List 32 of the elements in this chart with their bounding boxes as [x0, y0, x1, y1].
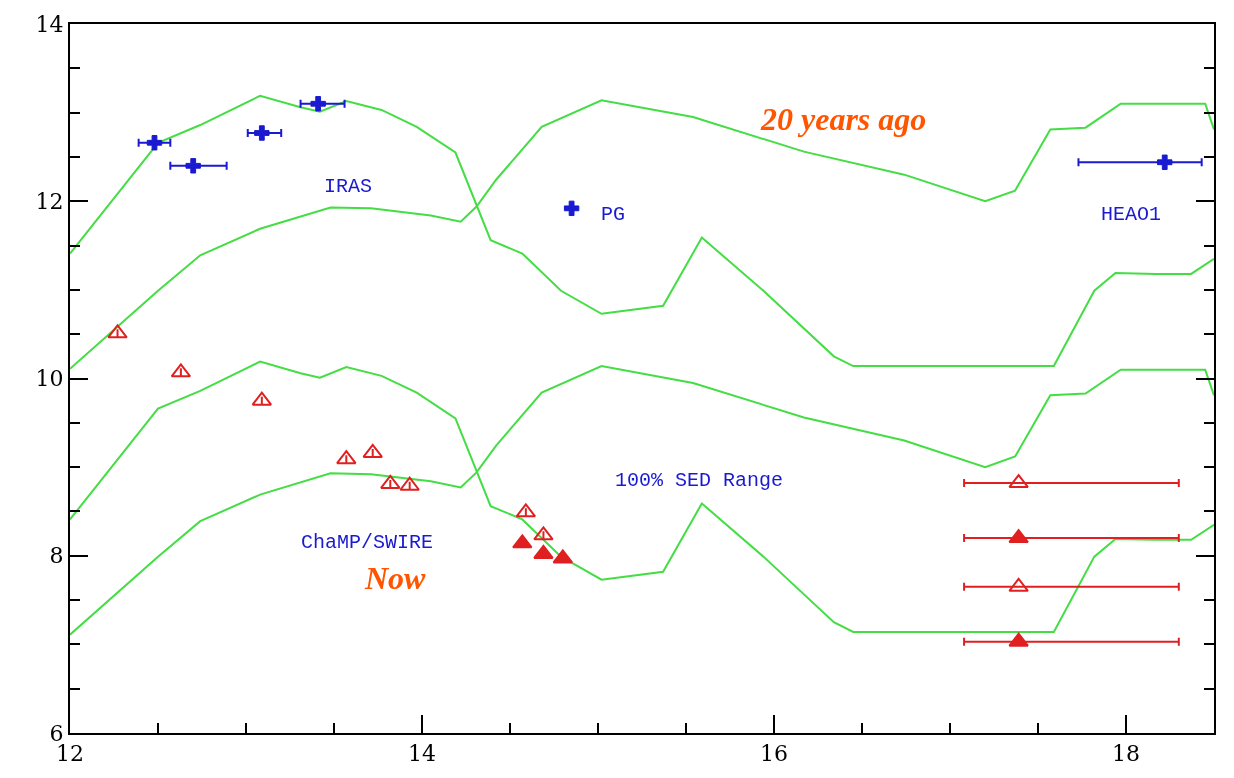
point	[1008, 529, 1029, 544]
point	[254, 125, 270, 141]
annotation: 100% SED Range	[615, 469, 784, 492]
annotation: 20 years ago	[760, 101, 927, 137]
point	[563, 200, 580, 217]
point	[1008, 474, 1029, 489]
annotation: PG	[601, 203, 626, 226]
point	[336, 450, 357, 465]
x-tick-label: 16	[760, 741, 788, 767]
annotation: ChaMP/SWIRE	[301, 531, 434, 554]
point	[1157, 154, 1173, 170]
point	[512, 534, 533, 549]
point	[362, 443, 383, 458]
point	[107, 324, 128, 339]
point	[310, 96, 326, 112]
x-tick-label: 18	[1112, 741, 1140, 767]
point	[185, 158, 201, 174]
annotation: Now	[364, 560, 427, 596]
y-tick-label: 14	[35, 11, 64, 37]
point	[380, 474, 401, 489]
y-tick-label: 10	[35, 366, 64, 392]
annotation: IRAS	[324, 175, 373, 198]
point	[146, 135, 163, 151]
point	[1008, 632, 1029, 647]
point	[399, 476, 420, 491]
annotation: HEAO1	[1101, 203, 1162, 226]
point	[533, 544, 554, 559]
point	[1008, 577, 1029, 592]
y-tick-label: 8	[49, 543, 64, 569]
point	[533, 526, 554, 541]
y-tick-label: 12	[35, 188, 64, 214]
x-tick-label: 14	[408, 741, 436, 767]
